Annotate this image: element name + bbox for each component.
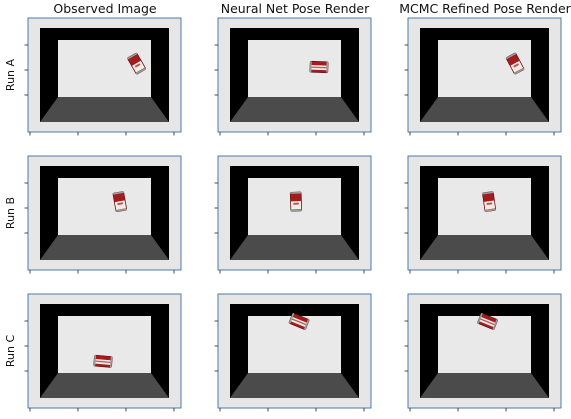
- room-floor: [420, 373, 549, 398]
- room-floor: [230, 235, 359, 260]
- room-floor: [230, 97, 359, 122]
- column-title-neural-net: Neural Net Pose Render: [221, 1, 370, 16]
- room-floor: [40, 373, 169, 398]
- soup-can: [112, 191, 127, 213]
- room-floor: [230, 373, 359, 398]
- soup-can: [505, 52, 525, 75]
- panel-run-b-col-3: [404, 155, 562, 274]
- soup-can: [289, 191, 303, 212]
- image-panels: [24, 17, 562, 412]
- soup-can: [93, 354, 113, 368]
- panel-run-a-col-2: [214, 17, 372, 136]
- soup-can: [477, 312, 499, 330]
- soup-can: [309, 60, 329, 74]
- panel-run-a-col-1: [24, 17, 182, 136]
- room-back-wall: [58, 178, 151, 235]
- soup-can: [288, 312, 310, 330]
- panel-run-c-col-3: [404, 293, 562, 412]
- panel-run-b-col-1: [24, 155, 182, 274]
- room-floor: [420, 97, 549, 122]
- room-floor: [420, 235, 549, 260]
- row-label-run-b: Run B: [4, 197, 17, 229]
- panel-run-c-col-1: [24, 293, 182, 412]
- column-title-mcmc: MCMC Refined Pose Render: [399, 1, 571, 16]
- row-label-run-a: Run A: [4, 58, 17, 91]
- room-floor: [40, 97, 169, 122]
- column-title-observed: Observed Image: [53, 1, 157, 16]
- row-label-run-c: Run C: [4, 335, 17, 368]
- panel-run-c-col-2: [214, 293, 372, 412]
- column-titles: Observed Image Neural Net Pose Render MC…: [53, 1, 571, 16]
- soup-can: [482, 191, 497, 212]
- room-floor: [40, 235, 169, 260]
- soup-can: [127, 52, 147, 75]
- panel-run-a-col-3: [404, 17, 562, 136]
- row-labels: Run A Run B Run C: [4, 58, 17, 367]
- panel-run-b-col-2: [214, 155, 372, 274]
